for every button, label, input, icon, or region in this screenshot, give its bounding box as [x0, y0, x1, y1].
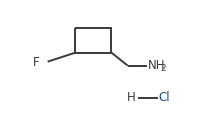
- Text: H: H: [127, 91, 135, 104]
- Text: NH: NH: [147, 59, 165, 72]
- Text: Cl: Cl: [158, 91, 170, 104]
- Text: F: F: [33, 56, 39, 69]
- Text: 2: 2: [161, 64, 166, 73]
